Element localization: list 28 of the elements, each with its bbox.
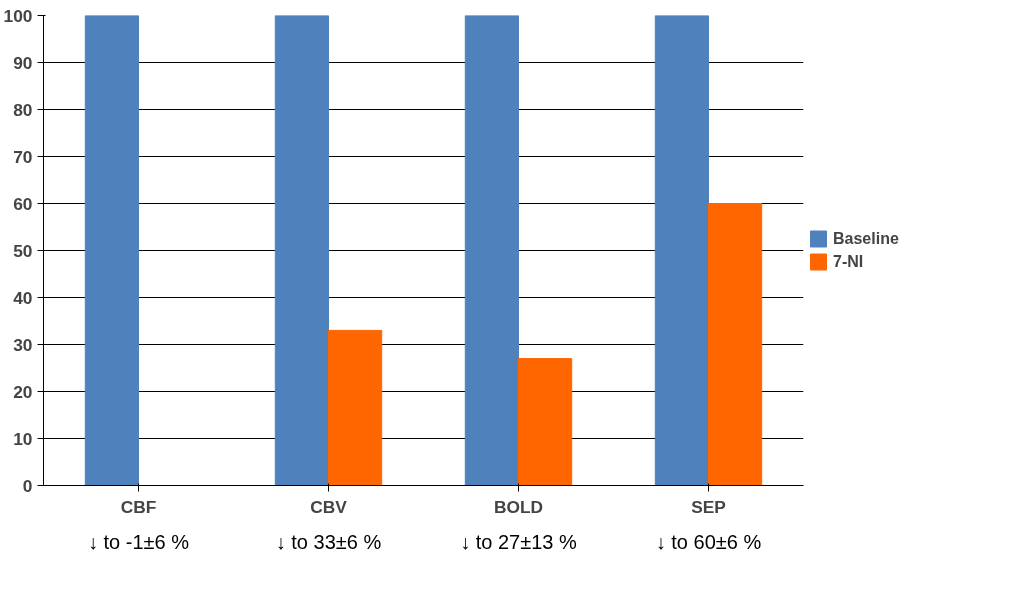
x-tick-label: CBV [310, 496, 348, 517]
y-tick-label: 80 [13, 99, 33, 120]
bar [654, 15, 709, 486]
y-tick-label: 40 [13, 287, 33, 308]
text: ↓ to 60±6 % [655, 530, 762, 553]
text: ↓ to 27±13 % [460, 530, 578, 553]
x-tick-label: SEP [691, 496, 726, 517]
y-tick-label: 90 [13, 52, 33, 73]
legend-label: 7-NI [833, 252, 864, 271]
y-tick-label: 30 [13, 334, 33, 355]
y-tick-label: 70 [13, 146, 33, 167]
y-tick-label: 10 [13, 428, 33, 449]
y-tick-label: 60 [13, 193, 33, 214]
y-tick-label: 20 [13, 381, 33, 402]
y-tick-label: 50 [13, 240, 33, 261]
text: ↓ to -1±6 % [87, 530, 190, 553]
y-tick-label: 100 [3, 5, 33, 26]
bar [464, 15, 519, 486]
text: ↓ to 33±6 % [275, 530, 382, 553]
bar [328, 329, 383, 486]
y-tick-label: 0 [22, 475, 33, 496]
x-tick-label: BOLD [493, 496, 544, 517]
legend-label: Baseline [833, 229, 899, 248]
bar [84, 15, 139, 486]
bar [274, 15, 329, 486]
bar [518, 358, 573, 486]
x-tick-label: CBF [120, 496, 157, 517]
bar [708, 203, 763, 486]
